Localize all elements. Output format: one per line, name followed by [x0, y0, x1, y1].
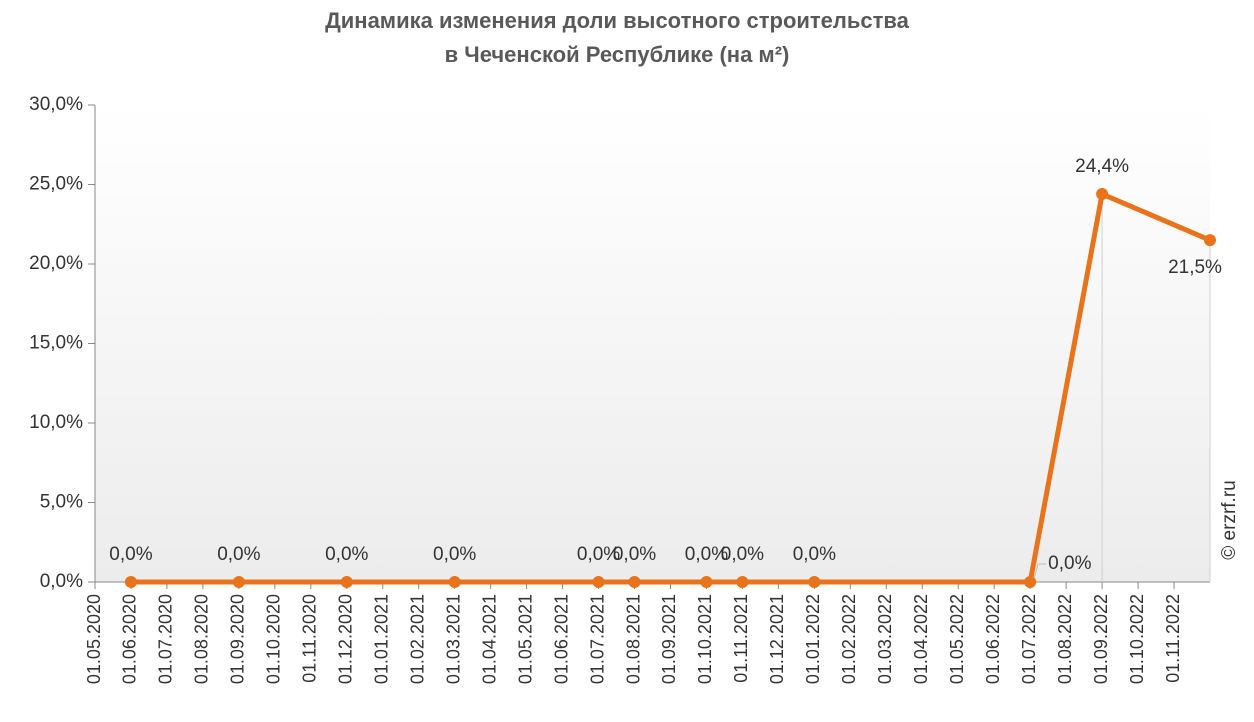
- watermark: © erzrf.ru: [1219, 480, 1240, 559]
- leader-line: [1033, 563, 1047, 579]
- marker: [124, 576, 137, 588]
- x-tick-label: 01.10.2021: [695, 594, 715, 684]
- data-label: 0,0%: [109, 544, 152, 565]
- x-tick-label: 01.09.2020: [228, 594, 248, 684]
- y-tick-label: 10,0%: [29, 412, 83, 433]
- y-tick-label: 5,0%: [40, 492, 83, 513]
- data-label: 0,0%: [325, 544, 368, 565]
- x-tick-label: 01.11.2020: [300, 594, 320, 683]
- data-label: 21,5%: [1168, 257, 1222, 278]
- y-tick-label: 15,0%: [29, 333, 83, 354]
- x-tick-label: 01.07.2022: [1019, 594, 1039, 684]
- marker: [340, 576, 353, 588]
- x-tick-label: 01.11.2022: [1163, 594, 1183, 683]
- x-tick-label: 01.07.2020: [156, 594, 176, 684]
- x-tick-label: 01.12.2020: [336, 594, 356, 684]
- marker: [448, 576, 461, 588]
- x-tick-label: 01.06.2022: [983, 594, 1003, 684]
- x-tick-label: 01.07.2021: [587, 594, 607, 684]
- data-label: 0,0%: [721, 544, 764, 565]
- x-tick-label: 01.03.2021: [443, 594, 463, 684]
- data-label: 0,0%: [577, 544, 620, 565]
- chart-title: в Чеченской Республике (на м²): [445, 42, 790, 67]
- x-tick-label: 01.02.2021: [407, 594, 427, 684]
- y-tick-label: 25,0%: [29, 174, 83, 195]
- data-label: 0,0%: [1048, 553, 1091, 574]
- x-tick-label: 01.01.2021: [371, 594, 391, 684]
- x-tick-label: 01.05.2020: [84, 594, 104, 684]
- y-tick-label: 30,0%: [29, 94, 83, 115]
- x-tick-label: 01.06.2021: [551, 594, 571, 684]
- x-tick-label: 01.11.2021: [731, 594, 751, 683]
- marker: [808, 576, 821, 588]
- x-tick-label: 01.09.2022: [1091, 594, 1111, 684]
- data-label: 0,0%: [613, 544, 656, 565]
- marker: [1096, 188, 1109, 201]
- y-tick-label: 20,0%: [29, 253, 83, 274]
- x-tick-label: 01.06.2020: [120, 594, 140, 684]
- x-tick-label: 01.04.2021: [479, 594, 499, 684]
- x-tick-label: 01.05.2022: [947, 594, 967, 684]
- x-tick-label: 01.08.2022: [1055, 594, 1075, 684]
- marker: [628, 576, 641, 588]
- marker: [232, 576, 245, 588]
- marker: [736, 576, 749, 588]
- x-tick-label: 01.05.2021: [515, 594, 535, 684]
- x-tick-label: 01.08.2021: [623, 594, 643, 684]
- x-tick-label: 01.02.2022: [839, 594, 859, 684]
- x-tick-label: 01.04.2022: [911, 594, 931, 684]
- marker: [1204, 234, 1216, 247]
- data-label: 0,0%: [685, 544, 728, 565]
- data-label: 24,4%: [1075, 156, 1129, 177]
- x-tick-label: 01.12.2021: [767, 594, 787, 684]
- x-tick-label: 01.01.2022: [803, 594, 823, 684]
- marker: [592, 576, 605, 588]
- data-label: 0,0%: [433, 544, 476, 565]
- x-tick-label: 01.08.2020: [192, 594, 212, 684]
- x-tick-label: 01.10.2022: [1127, 594, 1147, 684]
- data-label: 0,0%: [793, 544, 836, 565]
- line: [130, 191, 1211, 585]
- marker: [700, 576, 713, 588]
- chart-title: Динамика изменения доли высотного строит…: [325, 8, 910, 33]
- x-tick-label: 01.09.2021: [659, 594, 679, 684]
- marker: [1024, 576, 1037, 588]
- data-label: 0,0%: [217, 544, 260, 565]
- x-tick-label: 01.03.2022: [875, 594, 895, 684]
- y-tick-label: 0,0%: [40, 571, 83, 592]
- x-tick-label: 01.10.2020: [264, 594, 284, 684]
- plot-area: [95, 105, 1210, 582]
